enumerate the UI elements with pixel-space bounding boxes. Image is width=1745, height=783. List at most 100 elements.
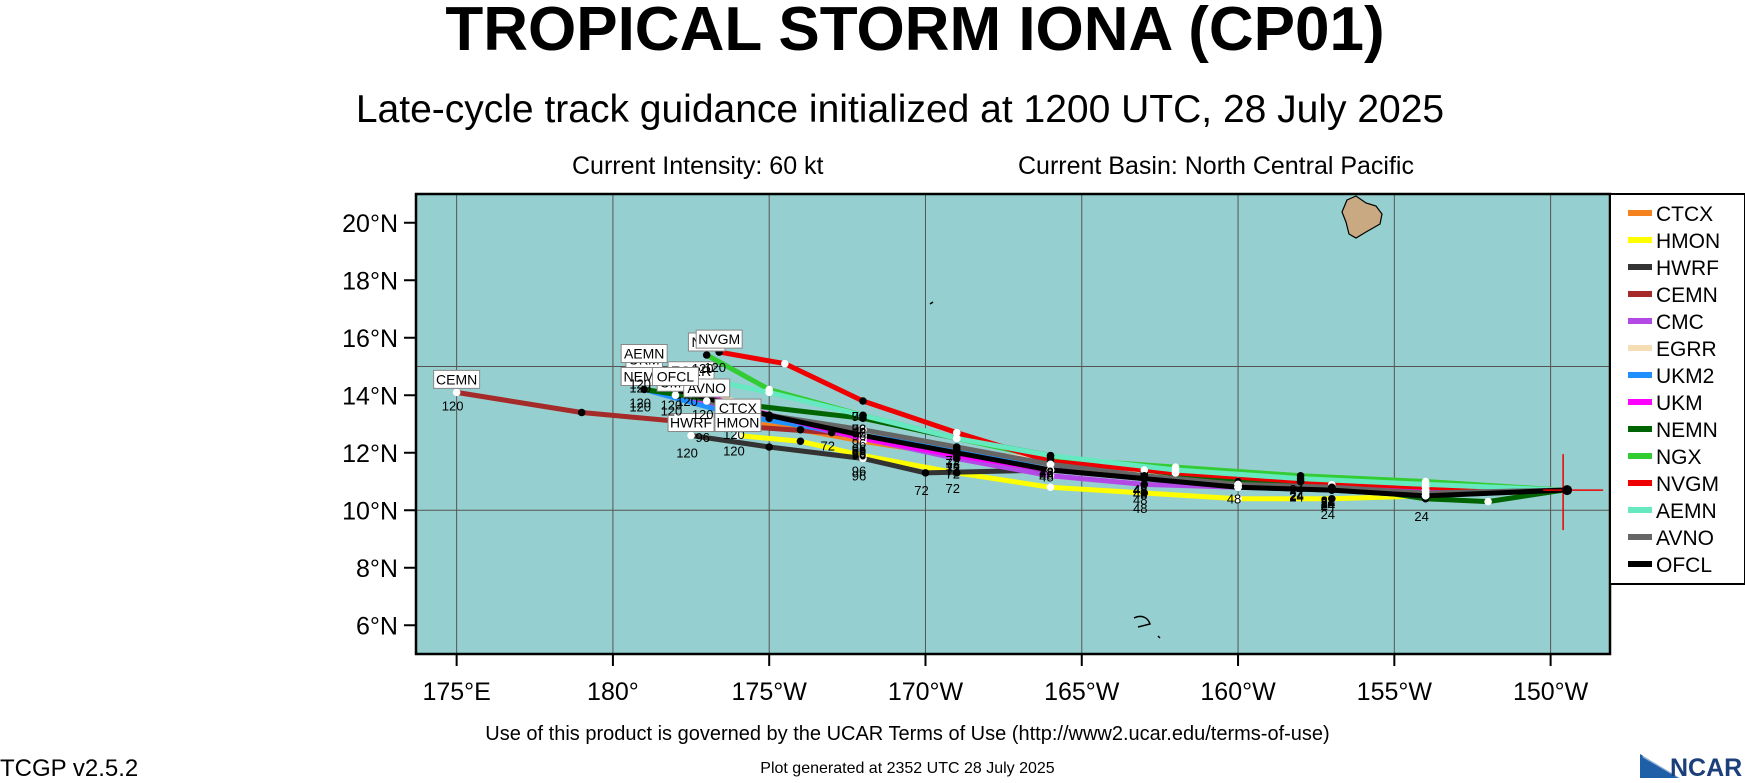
forecast-point xyxy=(1328,494,1336,503)
lat-tick-label: 18°N xyxy=(342,267,398,295)
current-intensity: Current Intensity: 60 kt xyxy=(572,152,824,180)
forecast-hour-label: 48 xyxy=(1133,487,1147,502)
ocean-background xyxy=(416,194,1610,654)
track-end-tag-label: HWRF xyxy=(670,415,712,431)
forecast-hour-label: 96 xyxy=(852,421,866,436)
longitude-axis: 175°E 180° 175°W 170°W 165°W 160°W 155°W 150°W xyxy=(422,654,1589,706)
atoll-mark xyxy=(1133,615,1161,639)
forecast-hour-label: 24 xyxy=(1414,509,1428,524)
track-end-tag-label: AEMN xyxy=(624,346,664,362)
forecast-hour-label: 24 xyxy=(1289,489,1303,504)
forecast-hour-label: 120 xyxy=(692,407,714,422)
track-labels: 24487296120CTCX24487296120HMON2448729612… xyxy=(433,329,1429,524)
lat-tick-label: 16°N xyxy=(342,325,398,353)
forecast-hour-label: 72 xyxy=(852,409,866,424)
ncar-logo-text: NCAR xyxy=(1670,754,1742,780)
lon-tick-label: 170°W xyxy=(888,678,964,706)
forecast-point xyxy=(1328,486,1336,494)
forecast-point xyxy=(952,448,961,457)
forecast-hour-label: 120 xyxy=(629,396,651,411)
track-end-tag-label: NVGM xyxy=(698,331,740,347)
forecast-hour-label: 96 xyxy=(852,428,866,443)
forecast-point xyxy=(1046,471,1055,480)
track-avno xyxy=(704,398,1566,496)
legend-label-cmc: CMC xyxy=(1656,311,1704,334)
forecast-point xyxy=(1234,494,1242,503)
forecast-point xyxy=(859,454,867,463)
current-position-marker xyxy=(1543,454,1604,531)
forecast-point xyxy=(796,425,805,434)
track-end-tag-label: HMON xyxy=(717,415,760,431)
forecast-hour-label: 24 xyxy=(1321,494,1335,509)
track-hmon xyxy=(735,433,1566,502)
forecast-hour-label: 24 xyxy=(1321,495,1335,510)
forecast-hour-label: 72 xyxy=(946,464,960,479)
forecast-hour-label: 120 xyxy=(629,400,651,415)
forecast-hour-label: 96 xyxy=(852,444,866,459)
legend-label-avno: AVNO xyxy=(1656,527,1714,550)
forecast-hour-label: 72 xyxy=(852,421,866,436)
forecast-hour-label: 24 xyxy=(1289,488,1303,503)
forecast-point xyxy=(1171,466,1180,474)
track-end-tag: HWRF xyxy=(667,413,715,432)
forecast-hour-label: 96 xyxy=(695,430,709,445)
lat-tick-label: 8°N xyxy=(356,555,398,583)
track-end-tag-box xyxy=(651,367,699,386)
lon-tick-label: 155°W xyxy=(1357,678,1433,706)
forecast-hour-label: 96 xyxy=(852,446,866,461)
forecast-point xyxy=(1421,492,1430,500)
page-subtitle: Late-cycle track guidance initialized at… xyxy=(355,88,1445,131)
forecast-point xyxy=(1046,460,1055,469)
forecast-point xyxy=(702,351,711,359)
current-position-dot xyxy=(1562,485,1573,496)
forecast-point xyxy=(765,443,773,451)
lon-tick-label: 180° xyxy=(587,678,639,706)
forecast-point xyxy=(734,431,742,440)
lon-tick-label: 175°W xyxy=(732,678,808,706)
forecast-point xyxy=(859,431,867,440)
forecast-hour-label: 24 xyxy=(1321,497,1335,512)
forecast-hour-label: 24 xyxy=(1289,490,1303,505)
track-end-tag-box xyxy=(620,344,668,363)
forecast-point xyxy=(1140,474,1149,483)
forecast-hour-label: 24 xyxy=(1321,493,1335,508)
forecast-hour-label: 96 xyxy=(852,446,866,461)
forecast-point xyxy=(1046,466,1055,474)
track-end-tag-box xyxy=(667,413,715,432)
track-end-tag-box xyxy=(433,369,481,389)
legend-label-ukm: UKM xyxy=(1656,392,1703,415)
forecast-point xyxy=(1140,466,1149,474)
lat-tick-label: 6°N xyxy=(356,612,398,640)
forecast-point xyxy=(1140,480,1149,489)
track-end-tag-box xyxy=(695,329,743,349)
track-end-tag: CTCX xyxy=(714,398,762,418)
forecast-hour-label: 72 xyxy=(946,467,960,482)
forecast-hour-label: 24 xyxy=(1321,493,1335,508)
forecast-hour-label: 120 xyxy=(629,377,651,392)
latitude-axis: 20°N 18°N 16°N 14°N 12°N 10°N 8°N 6°N xyxy=(342,210,416,640)
current-basin: Current Basin: North Central Pacific xyxy=(1018,152,1414,180)
forecast-hour-label: 48 xyxy=(1133,501,1147,516)
forecast-point xyxy=(1296,474,1305,483)
forecast-hour-label: 96 xyxy=(852,442,866,457)
forecast-hour-label: 48 xyxy=(1133,487,1147,502)
forecast-hour-label: 120 xyxy=(704,360,726,375)
legend-label-hwrf: HWRF xyxy=(1656,257,1719,280)
track-end-tag: CEMN xyxy=(433,369,481,389)
forecast-point xyxy=(952,428,961,437)
track-end-tag-label: OFCL xyxy=(657,369,695,385)
forecast-hour-label: 72 xyxy=(946,461,960,476)
legend-label-ngx: NGX xyxy=(1656,446,1702,469)
forecast-hour-label: 96 xyxy=(852,464,866,479)
lon-tick-label: 175°E xyxy=(422,678,490,706)
lat-tick-label: 12°N xyxy=(342,440,398,468)
track-end-tag: OFCL xyxy=(651,367,699,386)
forecast-hour-label: 48 xyxy=(1039,467,1053,482)
forecast-point xyxy=(452,388,461,397)
track-end-tag-box xyxy=(714,413,762,432)
track-end-tag: HMON xyxy=(714,413,762,432)
legend-label-nvgm: NVGM xyxy=(1656,473,1719,496)
forecast-point xyxy=(859,411,867,420)
terms-of-use[interactable]: Use of this product is governed by the U… xyxy=(485,723,1330,745)
